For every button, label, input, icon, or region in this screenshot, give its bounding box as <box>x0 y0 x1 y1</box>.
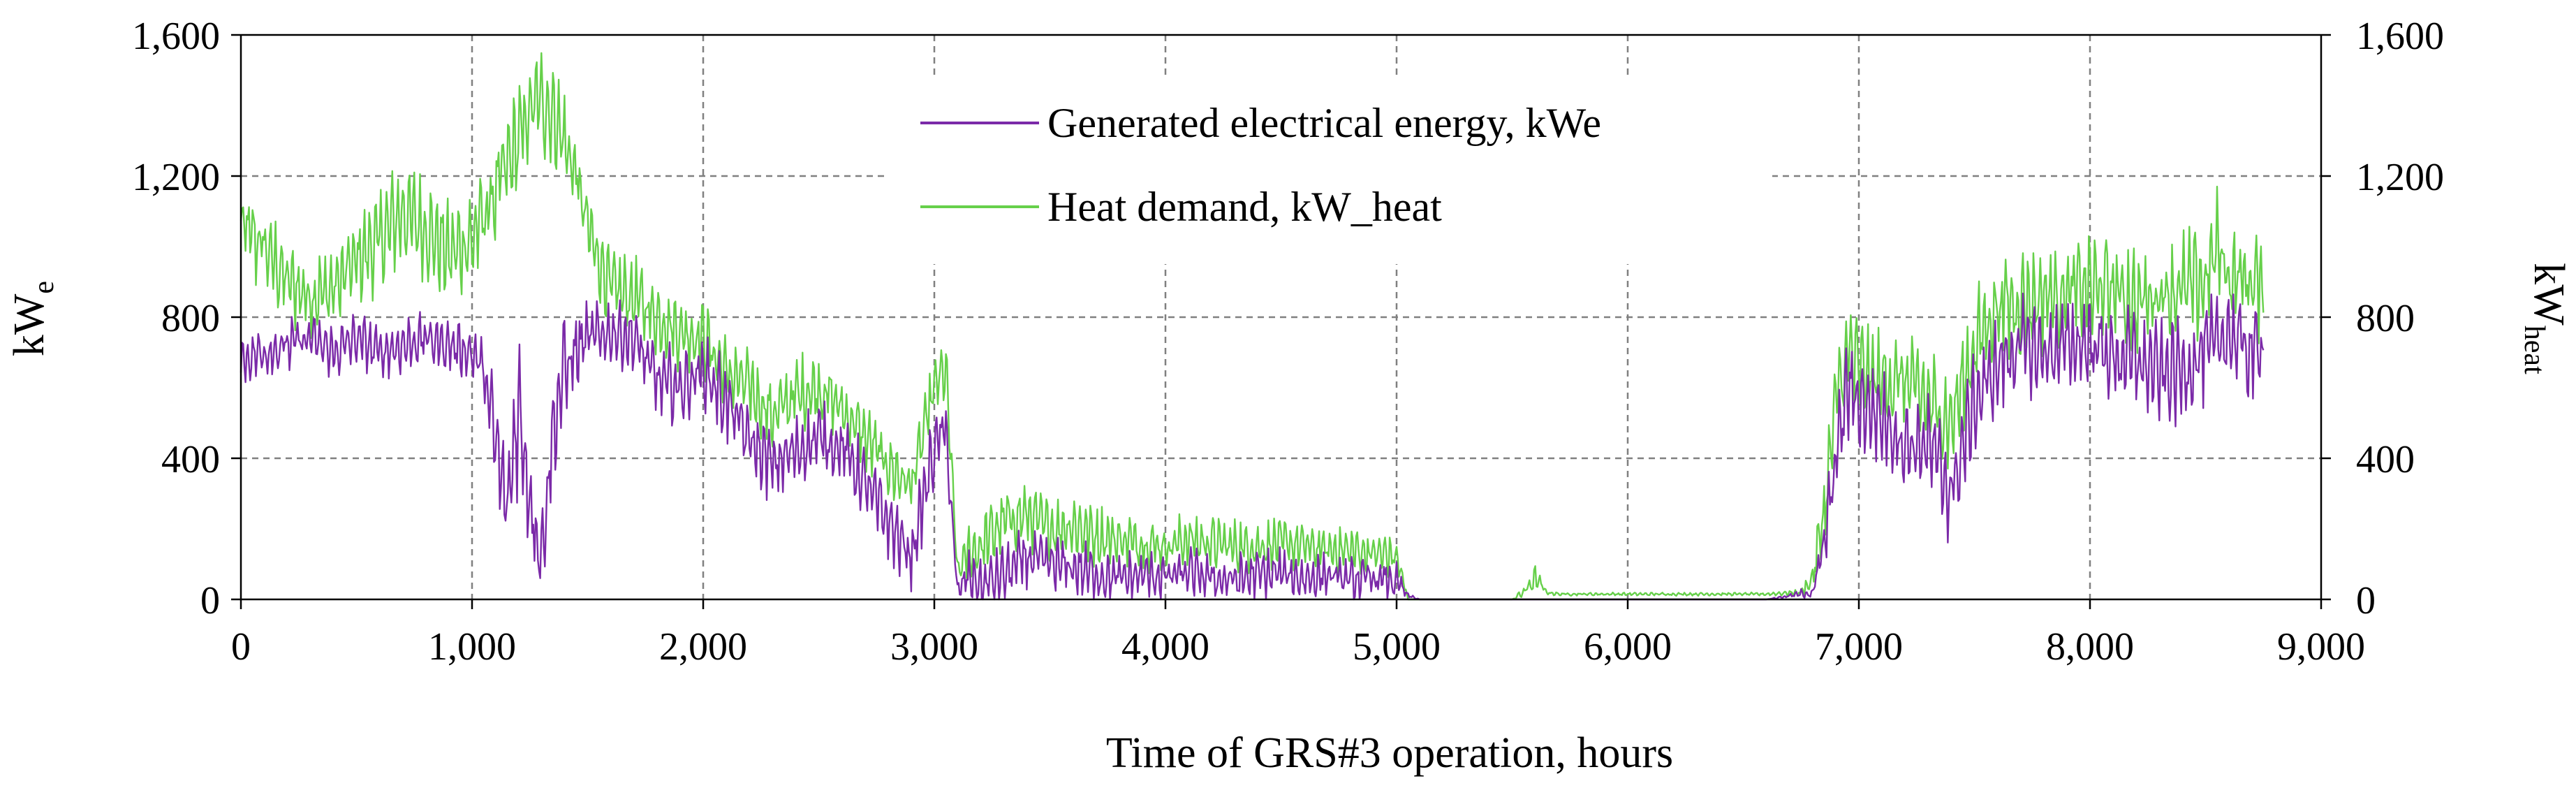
secondary-y-axis-tick-labels: 0 400 800 1,200 1,600 <box>2321 15 2444 622</box>
x-tick-label: 2,000 <box>659 625 747 669</box>
secondary-y-axis-title-sub: heat <box>2518 326 2550 374</box>
x-tick-label: 6,000 <box>1584 625 1672 669</box>
legend-label-heat: Heat demand, kW_heat <box>1047 184 1442 230</box>
series-lines <box>240 52 2265 601</box>
y-tick-label: 0 <box>200 579 220 622</box>
y-tick-label: 1,600 <box>132 15 220 58</box>
secondary-y-tick-label: 400 <box>2356 438 2415 481</box>
x-tick-label: 9,000 <box>2277 625 2365 669</box>
secondary-y-axis-title: kWheat <box>2518 263 2573 374</box>
secondary-y-axis-title-base: kW <box>2525 263 2573 326</box>
x-tick-label: 4,000 <box>1121 625 1209 669</box>
secondary-y-tick-label: 1,600 <box>2356 15 2444 58</box>
y-axis-tick-labels: 0 400 800 1,200 1,600 <box>132 15 241 622</box>
x-tick-label: 3,000 <box>890 625 978 669</box>
secondary-y-tick-label: 1,200 <box>2356 156 2444 199</box>
x-axis-title: Time of GRS#3 operation, hours <box>1106 729 1673 777</box>
secondary-y-tick-label: 0 <box>2356 579 2376 622</box>
series-line-electrical <box>240 292 2265 601</box>
y-tick-label: 400 <box>161 438 220 481</box>
secondary-y-tick-label: 800 <box>2356 297 2415 340</box>
y-tick-label: 1,200 <box>132 156 220 199</box>
x-tick-label: 8,000 <box>2046 625 2134 669</box>
series-line-heat <box>240 52 2265 601</box>
legend-label-electrical: Generated electrical energy, kWe <box>1047 100 1601 146</box>
legend: Generated electrical energy, kWe Heat de… <box>920 100 1601 230</box>
y-axis-title-base: kW <box>6 293 53 356</box>
x-tick-label: 7,000 <box>1815 625 1903 669</box>
x-tick-label: 0 <box>231 625 251 669</box>
x-tick-label: 5,000 <box>1353 625 1441 669</box>
y-tick-label: 800 <box>161 297 220 340</box>
y-axis-title: kWe <box>6 281 60 356</box>
y-axis-title-sub: e <box>28 281 60 294</box>
legend-background <box>885 75 1772 264</box>
x-tick-label: 1,000 <box>428 625 516 669</box>
x-axis-tick-labels: 0 1,000 2,000 3,000 4,000 5,000 6,000 7,000 8,00… <box>231 599 2365 669</box>
